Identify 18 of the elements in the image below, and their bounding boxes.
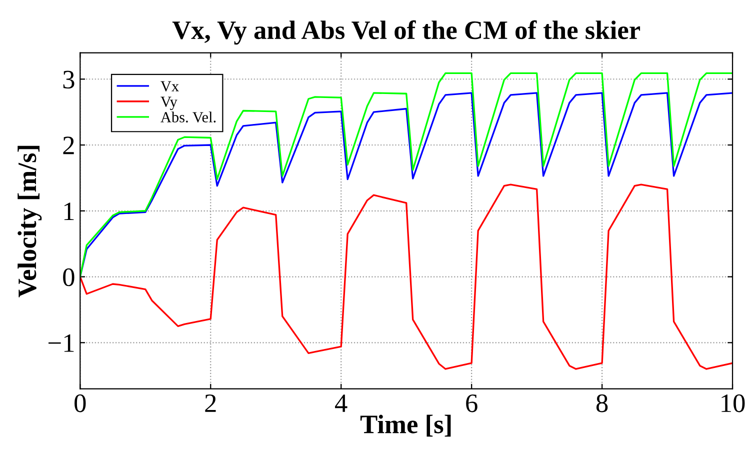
- x-tick-label: 6: [466, 394, 478, 412]
- x-tick-label: 10: [722, 394, 745, 412]
- y-tick-label: 1: [64, 202, 74, 220]
- chart-title: Vx, Vy and Abs Vel of the CM of the skier: [172, 20, 640, 45]
- y-tick-label: 0: [63, 268, 74, 286]
- y-tick-label: −1: [48, 334, 74, 352]
- legend-label: Vx: [160, 81, 179, 92]
- legend-label: Abs. Vel.: [160, 112, 216, 122]
- x-tick-label: 0: [74, 394, 86, 412]
- x-tick-label: 4: [335, 394, 348, 412]
- x-axis-title: Time [s]: [360, 414, 451, 437]
- line-series: [80, 184, 733, 370]
- y-tick-label: 2: [63, 136, 74, 154]
- y-axis-title: Velocity [m/s]: [18, 146, 42, 298]
- x-tick-label: 8: [596, 394, 608, 412]
- x-tick-label: 2: [205, 394, 216, 412]
- legend-label: Vy: [160, 96, 178, 110]
- y-tick-label: 3: [63, 70, 74, 89]
